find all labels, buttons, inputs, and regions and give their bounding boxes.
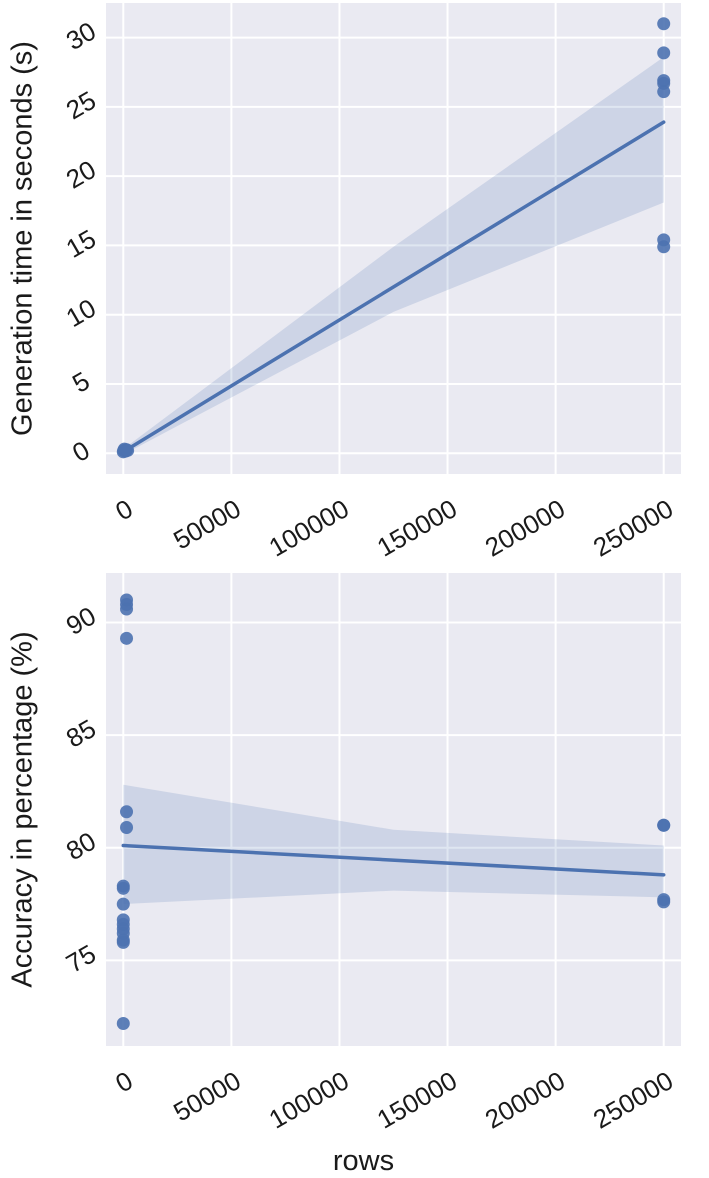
data-point: [120, 821, 134, 835]
y-axis-label: Accuracy in percentage (%): [7, 631, 39, 987]
x-tick-label: 0: [110, 1065, 138, 1098]
x-tick-label: 200000: [480, 493, 570, 562]
regression-line: [121, 120, 666, 454]
data-point: [657, 895, 671, 909]
data-point: [116, 1016, 130, 1030]
data-point: [657, 818, 671, 832]
y-tick-label: 20: [61, 154, 101, 194]
chart-panel-2: 75 80 85 90 0 50000 100000 150000 200000 250000 Ac…: [7, 573, 681, 1177]
data-point: [120, 602, 134, 616]
x-tick-label: 150000: [372, 493, 462, 562]
data-point: [657, 17, 671, 31]
x-tick-label: 250000: [588, 1065, 678, 1134]
x-tick-label: 200000: [480, 1065, 570, 1134]
y-tick-label: 15: [61, 223, 101, 263]
confidence-band: [123, 784, 664, 905]
x-tick-label: 100000: [264, 1065, 354, 1134]
y-tick-label: 25: [61, 85, 101, 125]
data-point: [120, 805, 134, 819]
data-point: [116, 881, 130, 895]
x-tick-label: 50000: [168, 493, 246, 555]
y-tick-label: 90: [61, 600, 101, 640]
x-tick-label: 250000: [588, 493, 678, 562]
y-axis-label: Generation time in seconds (s): [7, 41, 39, 436]
confidence-band: [123, 57, 664, 455]
data-point: [657, 85, 671, 99]
x-tick-label: 150000: [372, 1065, 462, 1134]
data-point: [116, 897, 130, 911]
y-tick-label: 10: [61, 293, 101, 333]
x-axis-label: rows: [333, 1145, 394, 1177]
x-tick-label: 50000: [168, 1065, 246, 1127]
x-tick-label: 100000: [264, 493, 354, 562]
data-point: [657, 46, 671, 60]
data-point: [121, 443, 135, 457]
y-tick-label: 0: [67, 435, 95, 468]
y-tick-label: 30: [61, 16, 101, 56]
y-tick-label: 80: [61, 826, 101, 866]
y-tick-label: 75: [61, 938, 101, 978]
plot-area: [106, 573, 681, 1046]
data-point: [657, 240, 671, 254]
chart-panel-1: 0 5 10 15 20 25 30 0 50000 100000 150000 200000 2500…: [7, 3, 681, 563]
y-tick-label: 5: [67, 366, 95, 399]
plot-area: [106, 3, 681, 474]
data-point: [120, 631, 134, 645]
y-tick-label: 85: [61, 713, 101, 753]
regression-line: [121, 843, 666, 877]
data-point: [116, 935, 130, 949]
x-tick-label: 0: [110, 493, 138, 526]
